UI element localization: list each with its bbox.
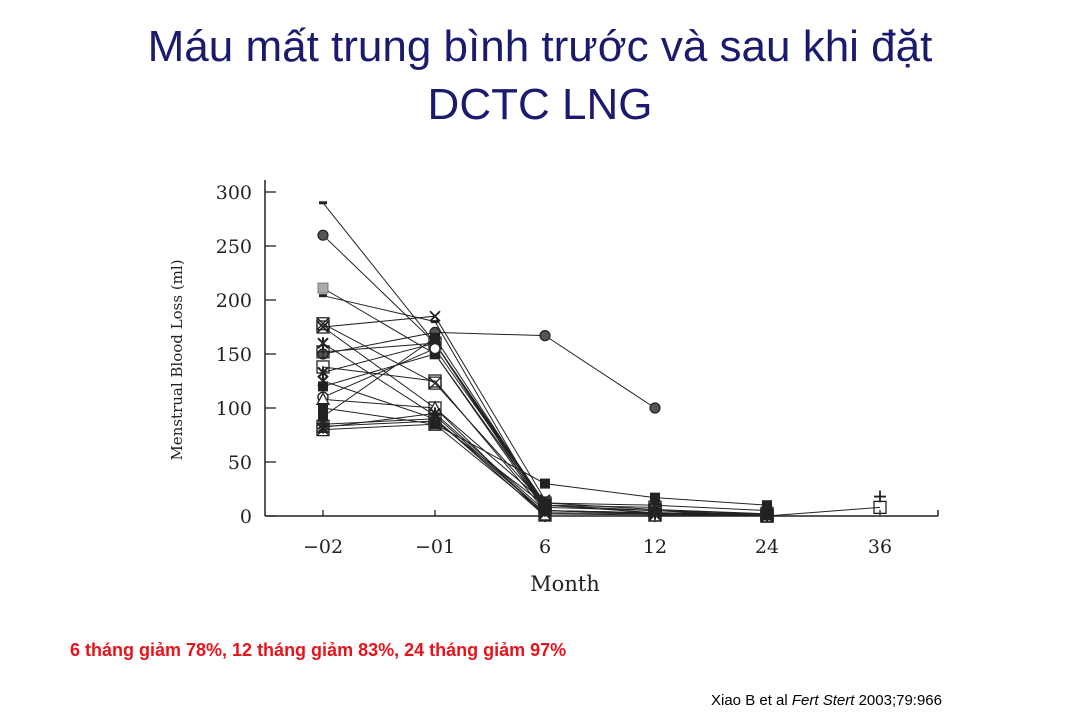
slide-title: Máu mất trung bình trước và sau khi đặt … [20, 18, 1060, 134]
data-point-square [540, 478, 550, 489]
data-point-open-circle [429, 342, 441, 355]
citation: Xiao B et al Fert Stert 2003;79:966 [711, 692, 942, 709]
x-tick-label: −02 [303, 536, 343, 558]
series-line [322, 380, 767, 517]
data-point-square [318, 403, 328, 413]
chart-axes [264, 180, 939, 517]
data-point-boxed-x [428, 417, 442, 431]
series-line [322, 295, 656, 514]
series-line [322, 407, 768, 506]
x-tick-label: 12 [643, 536, 667, 558]
data-point-open-square [428, 374, 442, 388]
series-line [322, 420, 656, 508]
x-tick-label: 24 [755, 536, 779, 558]
x-tick-label: 36 [868, 536, 892, 558]
x-axis-label: Month [530, 572, 600, 596]
y-tick-label: 100 [216, 398, 252, 420]
data-point-x [429, 310, 441, 322]
data-point-boxed-x [316, 422, 330, 437]
data-point-open-square [316, 320, 330, 334]
data-point-square [318, 381, 328, 392]
citation-journal: Fert Stert [791, 692, 855, 709]
data-point-dash [319, 294, 327, 298]
data-point-star [761, 508, 773, 521]
data-point-circle [649, 402, 661, 414]
data-point-boxed-x [538, 507, 552, 521]
data-point-plus [874, 490, 886, 503]
series-line [322, 353, 768, 515]
data-point-circle [539, 330, 551, 342]
data-point-dash [319, 201, 327, 205]
y-axis-label: Menstrual Blood Loss (ml) [168, 259, 186, 460]
data-point-open-square [760, 509, 774, 523]
data-point-boxed-x [648, 508, 662, 522]
series-line [322, 366, 768, 517]
slide-title-line-2: DCTC LNG [427, 80, 653, 129]
y-tick-label: 200 [216, 290, 252, 312]
data-point-circle [317, 229, 329, 241]
data-point-boxed-plus [316, 345, 330, 359]
y-tick-label: 150 [216, 344, 252, 366]
citation-author: Xiao B et al [711, 692, 792, 709]
y-tick-label: 0 [240, 506, 252, 528]
data-point-x [317, 321, 329, 333]
data-point-dash [431, 320, 439, 324]
reduction-summary: 6 tháng giảm 78%, 12 tháng giảm 83%, 24 … [70, 640, 567, 660]
data-point-square [318, 411, 328, 422]
data-point-gray-square [317, 282, 329, 294]
x-tick-label: 6 [539, 536, 551, 558]
data-point-square [430, 332, 440, 343]
slide-title-line-1: Máu mất trung bình trước và sau khi đặt [147, 22, 933, 71]
data-point-square [762, 500, 772, 511]
y-tick-label: 300 [216, 182, 252, 204]
series-line [766, 506, 881, 517]
data-point-square [650, 492, 660, 503]
citation-reference: 2003;79:966 [854, 692, 942, 709]
y-tick-label: 50 [228, 452, 252, 474]
data-point-star [429, 407, 441, 420]
x-tick-label: −01 [415, 536, 455, 558]
series-line [322, 398, 655, 517]
y-tick-label: 250 [216, 236, 252, 258]
series-line [322, 331, 656, 409]
data-point-star [649, 507, 661, 520]
